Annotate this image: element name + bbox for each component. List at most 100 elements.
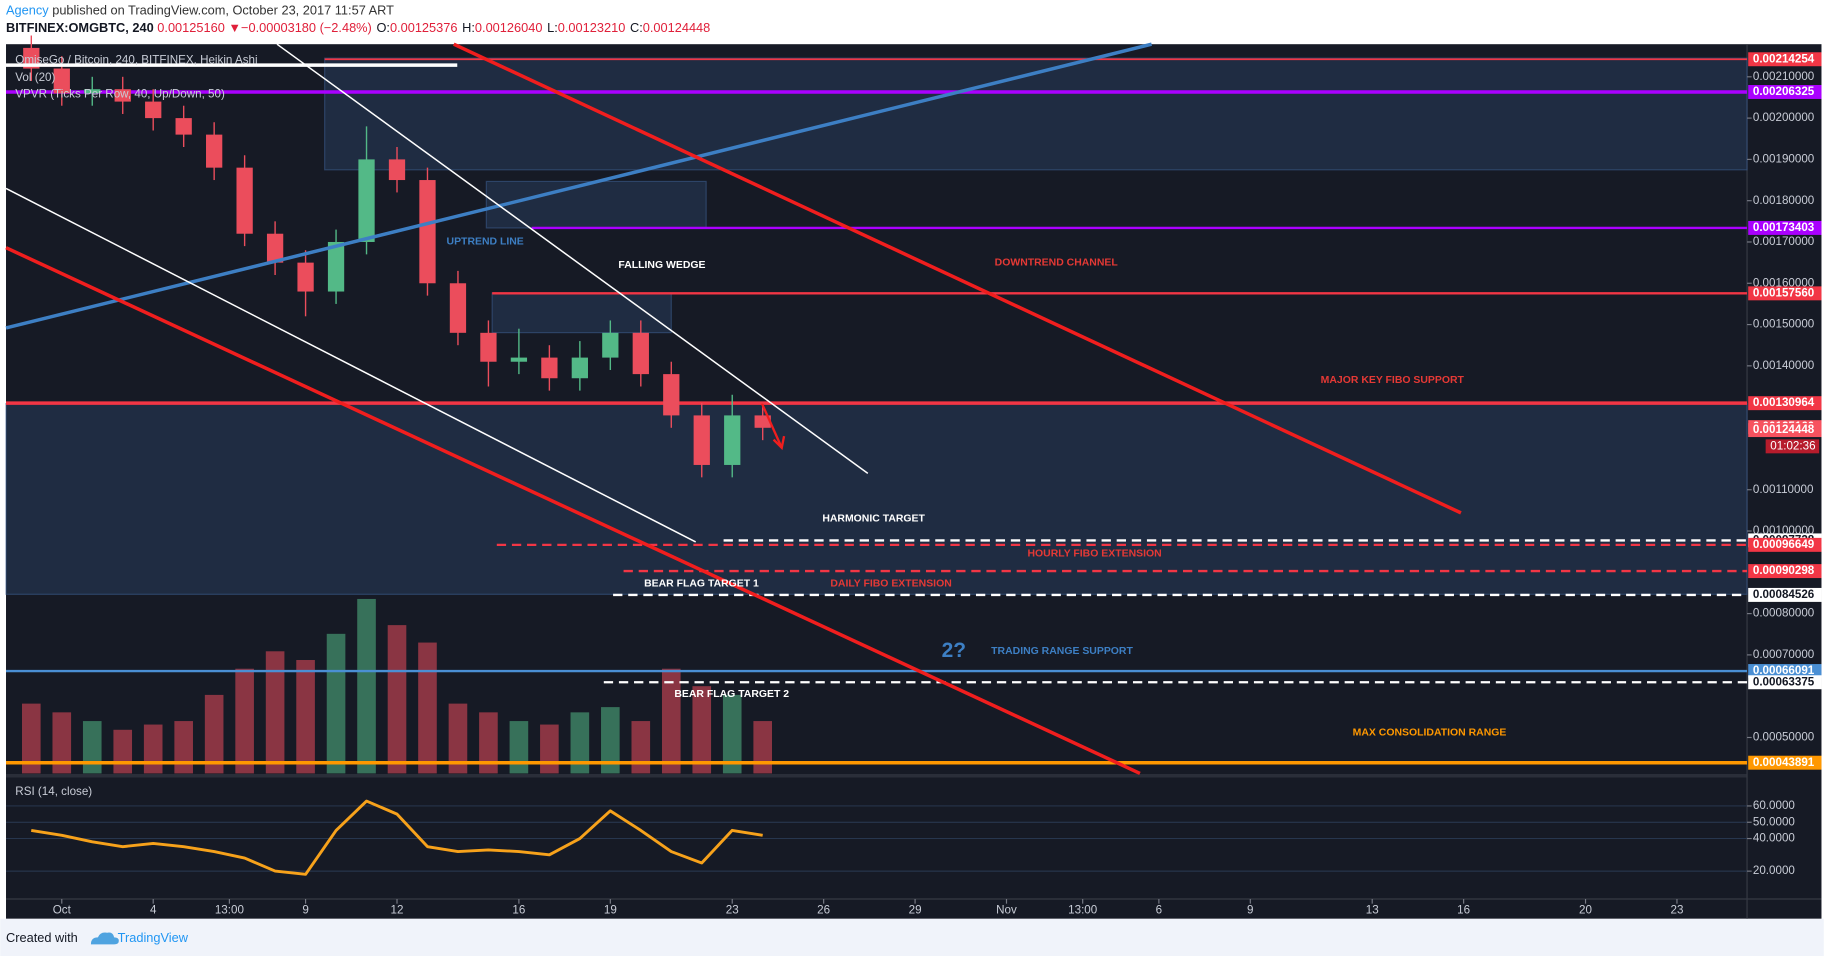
x-tick-label: 13:00 xyxy=(215,904,245,917)
price-badge-label: 0.00173403 xyxy=(1753,221,1815,234)
volume-bar xyxy=(631,721,651,774)
candle-body xyxy=(693,415,710,465)
zone xyxy=(5,402,1748,595)
last-price: 0.00125160 xyxy=(157,20,225,35)
volume-bar xyxy=(509,721,529,774)
price-badge-label: 0.00214254 xyxy=(1753,52,1815,65)
footer-brand[interactable]: TradingView xyxy=(118,930,189,945)
y-tick-label: 0.00150000 xyxy=(1753,318,1815,331)
logo xyxy=(90,932,119,945)
price-lines: 0.00214254 0.00206325 0.00173403 0.00157560… xyxy=(6,52,1822,770)
zones xyxy=(5,57,1748,595)
ohlc-key: L: xyxy=(547,20,558,35)
candle-body xyxy=(84,89,101,94)
volume-bar xyxy=(296,660,315,774)
symbol-line: BITFINEX:OMGBTC, 240 0.00125160 ▼−0.0000… xyxy=(6,20,710,35)
legend-entry: Vol (20) xyxy=(15,71,55,84)
volume-bar xyxy=(387,625,407,774)
price-badge xyxy=(1748,755,1822,770)
x-tick-label: 23 xyxy=(1670,904,1683,917)
candle-body xyxy=(145,101,162,119)
price-badge-label: 0.00043891 xyxy=(1753,756,1815,769)
x-tick-label: 23 xyxy=(726,904,739,917)
y-tick-label: 0.00210000 xyxy=(1753,70,1815,83)
rsi-tick-label: 20.0000 xyxy=(1753,864,1796,877)
price-badge xyxy=(1748,396,1822,411)
volume-bar xyxy=(540,724,559,774)
x-tick-label: Nov xyxy=(996,904,1017,917)
drawings xyxy=(5,42,1462,775)
x-tick-label: 26 xyxy=(817,904,830,917)
volume-bar xyxy=(570,712,590,774)
rsi-title: RSI (14, close) xyxy=(15,785,92,798)
candle-body xyxy=(53,68,70,94)
rsi-tick-label: 50.0000 xyxy=(1753,815,1796,828)
legend-entry: OmiseGo / Bitcoin, 240, BITFINEX, Heikin… xyxy=(15,54,257,67)
candle-body xyxy=(571,357,588,379)
ohlc-key: H: xyxy=(462,20,475,35)
volume-bar xyxy=(601,707,620,774)
annotation: HARMONIC TARGET xyxy=(822,513,925,524)
x-tick-label: 29 xyxy=(909,904,922,917)
price-badge xyxy=(1748,286,1822,301)
annotation: BEAR FLAG TARGET 2 xyxy=(674,689,789,700)
candle-body xyxy=(419,180,436,284)
candle-body xyxy=(327,241,345,292)
volume-bar xyxy=(265,651,285,774)
price-badge xyxy=(1748,423,1822,438)
x-tick-label: Oct xyxy=(53,904,72,917)
price-badge-label: 0.00084526 xyxy=(1753,588,1815,601)
price-badge xyxy=(1748,52,1822,67)
rsi-line xyxy=(31,799,763,876)
countdown: 01:02:36 xyxy=(1770,439,1815,452)
x-tick-label: 9 xyxy=(302,904,308,917)
ohlc-value: 0.00126040 xyxy=(475,20,543,35)
volume-bar xyxy=(753,721,773,774)
price-badge-label: 0.00206325 xyxy=(1753,85,1815,98)
price-badge xyxy=(1748,675,1822,690)
x-tick-label: 12 xyxy=(391,904,404,917)
author[interactable]: Agency xyxy=(6,3,49,18)
price-badge xyxy=(1748,537,1822,552)
ohlc-value: 0.00124448 xyxy=(643,20,711,35)
legend: OmiseGo / Bitcoin, 240, BITFINEX, Heikin… xyxy=(15,54,257,799)
y-tick-label: 0.00190000 xyxy=(1753,152,1815,165)
price-badge xyxy=(1748,564,1822,579)
annotation: 2? xyxy=(942,639,966,662)
zone xyxy=(491,292,672,334)
volume-layer xyxy=(21,598,773,774)
candle-body xyxy=(724,415,741,465)
candle-body xyxy=(297,262,314,292)
rsi-pane: 60.0000 50.0000 40.0000 20.0000 xyxy=(6,799,1795,877)
candle-body xyxy=(206,134,223,168)
annotation: MAX CONSOLIDATION RANGE xyxy=(1353,727,1507,738)
candle-body xyxy=(480,332,497,362)
y-tick-label: 0.00050000 xyxy=(1753,731,1815,744)
axes: 0.00210000 0.00200000 0.00190000 0.00180000… xyxy=(53,70,1815,917)
price-badge-label: 0.00066091 xyxy=(1753,664,1815,677)
annotation: UPTREND LINE xyxy=(447,237,524,248)
annotation: BEAR FLAG TARGET 1 xyxy=(644,579,759,590)
volume-bar xyxy=(448,703,468,774)
y-tick-label: 0.00200000 xyxy=(1753,111,1815,124)
annotation: TRADING RANGE SUPPORT xyxy=(991,646,1133,657)
candle-body xyxy=(114,89,131,102)
price-badge xyxy=(1748,664,1822,679)
candle-body xyxy=(663,374,680,416)
ohlc-key: C: xyxy=(630,20,643,35)
volume-bar xyxy=(174,721,193,774)
symbol: BITFINEX:OMGBTC, 240 xyxy=(6,20,154,35)
footer-bar xyxy=(0,918,1824,956)
zone xyxy=(324,57,1748,171)
annotation: FALLING WEDGE xyxy=(618,260,705,271)
ohlc-value: 0.00123210 xyxy=(558,20,626,35)
annotation: DOWNTREND CHANNEL xyxy=(995,258,1119,269)
x-tick-label: 9 xyxy=(1247,904,1253,917)
y-tick-label: 0.00080000 xyxy=(1753,607,1815,620)
candle-body xyxy=(449,283,467,333)
candle-body xyxy=(236,167,253,234)
volume-bar xyxy=(692,686,712,774)
arrow-head xyxy=(772,435,786,451)
